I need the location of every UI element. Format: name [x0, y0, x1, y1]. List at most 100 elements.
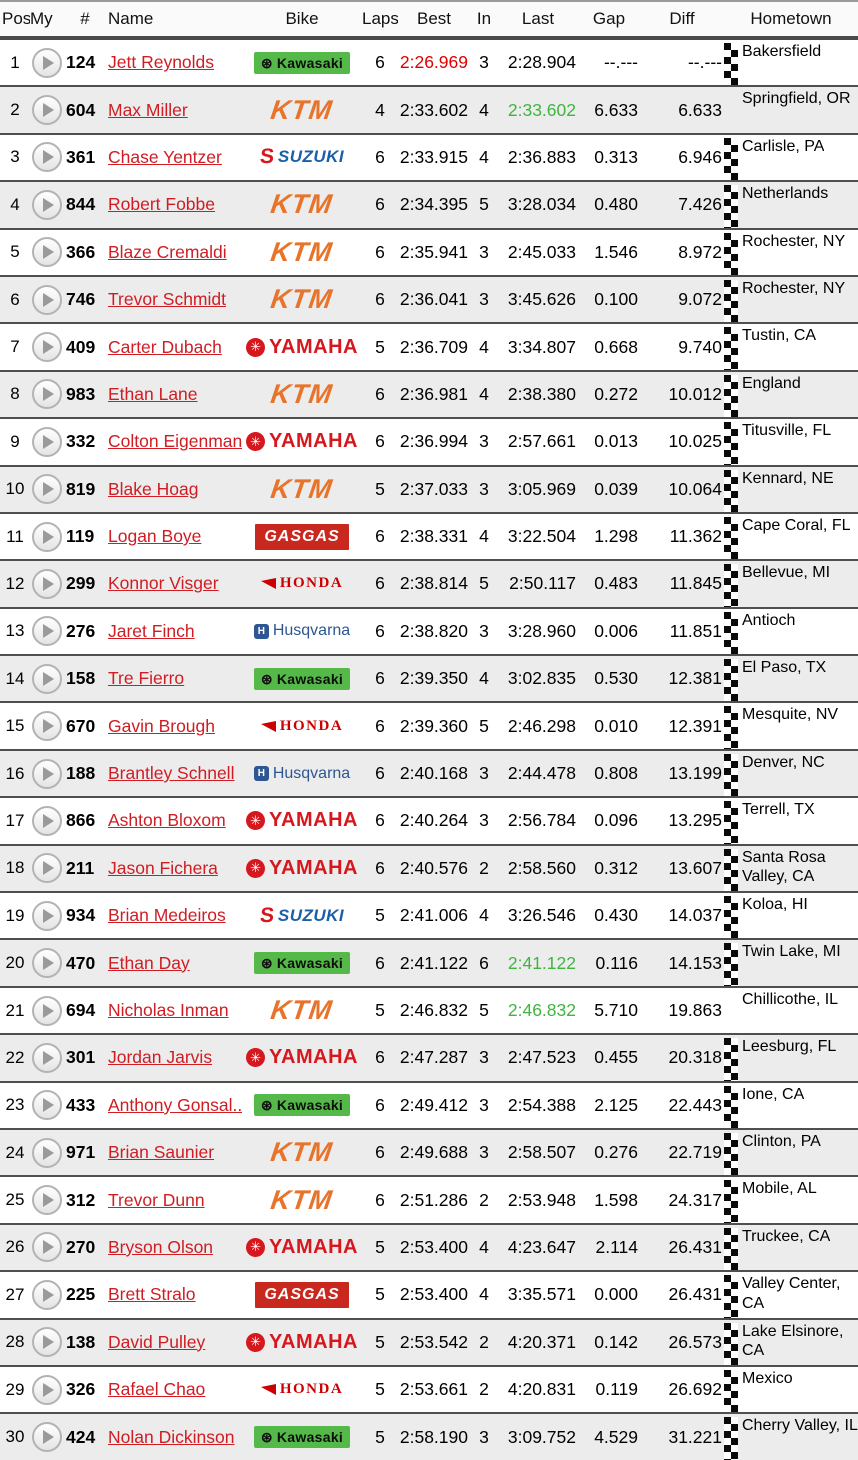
best-lap-number: 2 — [479, 1331, 489, 1352]
table-row: 2 604 Max Miller KTM 4 2:33.602 4 2:33.6… — [0, 87, 858, 135]
position-value: 14 — [5, 668, 25, 688]
checkered-flag-icon — [724, 327, 738, 370]
rider-name-link[interactable]: Nolan Dickinson — [108, 1426, 235, 1447]
best-lap-number: 4 — [479, 383, 489, 404]
rider-name-link[interactable]: Trevor Dunn — [108, 1189, 205, 1210]
checkered-flag-icon — [724, 232, 738, 275]
table-row: 12 299 Konnor Visger HONDA 6 2:38.814 5 … — [0, 561, 858, 609]
position-value: 7 — [10, 337, 20, 357]
rider-name-link[interactable]: David Pulley — [108, 1331, 206, 1352]
rider-name-link[interactable]: Gavin Brough — [108, 715, 216, 736]
gap-value: 0.483 — [594, 573, 638, 594]
rider-name-link[interactable]: Ethan Day — [108, 952, 190, 973]
checkered-flag-icon — [724, 1132, 738, 1176]
rider-name-link[interactable]: Jett Reynolds — [108, 52, 215, 73]
expand-rider-button[interactable] — [32, 237, 62, 268]
expand-rider-button[interactable] — [32, 1090, 62, 1121]
rider-name-link[interactable]: Ethan Lane — [108, 383, 198, 404]
hometown-cell: Mesquite, NV — [724, 703, 858, 749]
rider-name-link[interactable]: Logan Boye — [108, 526, 202, 547]
bike-logo-cell: H Husqvarna — [242, 765, 362, 783]
gap-value: 1.298 — [594, 526, 638, 547]
rider-name-link[interactable]: Jaret Finch — [108, 620, 195, 641]
expand-rider-button[interactable] — [32, 758, 62, 789]
rider-name-link[interactable]: Tre Fierro — [108, 668, 185, 689]
expand-rider-button[interactable] — [32, 995, 62, 1026]
expand-rider-button[interactable] — [32, 1042, 62, 1073]
expand-rider-button[interactable] — [32, 1327, 62, 1358]
rider-name-link[interactable]: Jason Fichera — [108, 857, 218, 878]
expand-rider-button[interactable] — [32, 1232, 62, 1263]
expand-rider-button[interactable] — [32, 948, 62, 979]
play-icon — [43, 529, 54, 544]
expand-rider-button[interactable] — [32, 1374, 62, 1405]
best-lap-number: 3 — [479, 1142, 489, 1163]
rider-name-link[interactable]: Jordan Jarvis — [108, 1047, 213, 1068]
my-rider-cell — [30, 805, 64, 836]
my-rider-cell — [30, 1279, 64, 1310]
expand-rider-button[interactable] — [32, 379, 62, 410]
hometown-cell: England — [724, 372, 858, 418]
rider-name-link[interactable]: Ashton Bloxom — [108, 810, 226, 831]
expand-rider-button[interactable] — [32, 616, 62, 647]
gap-value: 0.119 — [595, 1379, 639, 1400]
expand-rider-button[interactable] — [32, 284, 62, 315]
rider-name-link[interactable]: Brian Saunier — [108, 1142, 215, 1163]
rider-name-link[interactable]: Blaze Cremaldi — [108, 241, 227, 262]
expand-rider-button[interactable] — [32, 1422, 62, 1453]
best-lap-time: 2:39.360 — [399, 715, 468, 736]
honda-logo: HONDA — [260, 575, 343, 592]
table-row: 28 138 David Pulley ✳ YAMAHA 5 2:53.542 2… — [0, 1319, 858, 1367]
position-value: 30 — [5, 1427, 25, 1447]
rider-name-link[interactable]: Carter Dubach — [108, 336, 222, 357]
rider-name-link[interactable]: Anthony Gonsal... — [108, 1094, 242, 1115]
rider-name-link[interactable]: Rafael Chao — [108, 1379, 206, 1400]
rider-name-link[interactable]: Trevor Schmidt — [108, 289, 226, 310]
expand-rider-button[interactable] — [32, 568, 62, 599]
expand-rider-button[interactable] — [32, 1185, 62, 1216]
diff-value: 6.946 — [678, 146, 722, 167]
play-icon — [43, 1335, 54, 1350]
rider-name-link[interactable]: Max Miller — [108, 99, 188, 120]
rider-name-link[interactable]: Brantley Schnell — [108, 763, 235, 784]
expand-rider-button[interactable] — [32, 426, 62, 457]
last-lap-time: 2:44.478 — [507, 763, 576, 784]
rider-number: 983 — [66, 383, 96, 404]
hometown-value: Chillicothe, IL — [742, 990, 839, 1008]
expand-rider-button[interactable] — [32, 142, 62, 173]
rider-name-link[interactable]: Brett Stralo — [108, 1284, 196, 1305]
rider-name-link[interactable]: Blake Hoag — [108, 478, 199, 499]
expand-rider-button[interactable] — [32, 711, 62, 742]
bike-logo-cell: KTM — [242, 1137, 362, 1168]
expand-rider-button[interactable] — [32, 1279, 62, 1310]
my-rider-cell — [30, 995, 64, 1026]
position-value: 1 — [10, 52, 20, 72]
best-lap-number: 2 — [479, 857, 489, 878]
rider-name-link[interactable]: Chase Yentzer — [108, 146, 222, 167]
rider-name-link[interactable]: Konnor Visger — [108, 573, 219, 594]
diff-value: 14.037 — [668, 905, 722, 926]
rider-name-link[interactable]: Robert Fobbe — [108, 194, 216, 215]
rider-name-link[interactable]: Bryson Olson — [108, 1236, 214, 1257]
honda-wing-icon — [260, 1384, 276, 1396]
expand-rider-button[interactable] — [32, 332, 62, 363]
expand-rider-button[interactable] — [32, 474, 62, 505]
rider-name-link[interactable]: Colton Eigenmann — [108, 431, 242, 452]
expand-rider-button[interactable] — [32, 189, 62, 220]
expand-rider-button[interactable] — [32, 663, 62, 694]
expand-rider-button[interactable] — [32, 853, 62, 884]
expand-rider-button[interactable] — [32, 805, 62, 836]
rider-name-link[interactable]: Brian Medeiros — [108, 905, 226, 926]
gap-value: 0.276 — [594, 1142, 638, 1163]
my-rider-cell — [30, 284, 64, 315]
expand-rider-button[interactable] — [32, 1137, 62, 1168]
rider-name-link[interactable]: Nicholas Inman — [108, 1000, 229, 1020]
expand-rider-button[interactable] — [32, 47, 62, 78]
expand-rider-button[interactable] — [32, 521, 62, 552]
last-lap-time: 2:50.117 — [509, 573, 576, 594]
expand-rider-button[interactable] — [32, 95, 62, 126]
position-value: 17 — [5, 810, 25, 830]
gap-value: 0.455 — [594, 1047, 638, 1068]
expand-rider-button[interactable] — [32, 900, 62, 931]
diff-value: 22.719 — [668, 1142, 722, 1163]
